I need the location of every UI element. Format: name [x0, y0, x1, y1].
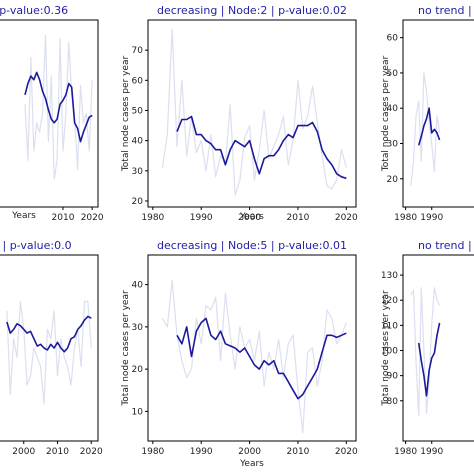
- panel-title: 4 | p-value:0.0: [0, 239, 72, 252]
- y-tick-label: 50: [387, 69, 399, 79]
- panel-title: decreasing | Node:2 | p-value:0.02: [157, 4, 347, 17]
- y-axis-label: Total node cases per year: [121, 56, 131, 173]
- series-line-moving-average: [24, 71, 93, 143]
- y-tick-label: 40: [132, 137, 144, 147]
- y-tick-label: 40: [132, 281, 144, 291]
- y-tick-label: 70: [132, 46, 144, 56]
- y-tick-label: 40: [387, 104, 399, 114]
- series-line-annual: [410, 72, 441, 186]
- y-tick-label: 30: [132, 167, 144, 177]
- y-tick-label: 60: [387, 34, 399, 44]
- panel-title: | p-value:0.36: [0, 4, 68, 17]
- x-tick-label: 1980: [394, 447, 417, 457]
- series-line-moving-average: [417, 322, 441, 397]
- series-line-annual: [6, 300, 92, 405]
- plot-frame: [0, 254, 99, 442]
- y-tick-label: 30: [387, 139, 399, 149]
- panel-title: decreasing | Node:5 | p-value:0.01: [157, 239, 347, 252]
- x-tick-label: 2020: [80, 447, 103, 457]
- y-tick-label: 120: [381, 296, 398, 306]
- y-tick-label: 100: [381, 347, 398, 357]
- x-tick-label: 2000: [12, 447, 35, 457]
- series-line-annual: [161, 279, 347, 434]
- x-tick-label: 1980: [141, 213, 164, 223]
- x-tick-label: 1980: [141, 447, 164, 457]
- y-tick-label: 110: [381, 321, 398, 331]
- panel-title: no trend |: [418, 239, 472, 252]
- plot-frame: [0, 19, 99, 208]
- series-line-moving-average: [6, 315, 92, 353]
- panel-title: no trend |: [418, 4, 472, 17]
- y-tick-label: 60: [132, 76, 144, 86]
- y-tick-label: 130: [381, 271, 398, 281]
- y-tick-label: 20: [132, 365, 144, 375]
- x-axis-label: Years: [239, 212, 264, 222]
- series-line-moving-average: [176, 115, 347, 180]
- x-tick-label: 2000: [238, 447, 261, 457]
- y-tick-label: 20: [132, 197, 144, 207]
- x-tick-label: 1990: [190, 213, 213, 223]
- plot-frame: [402, 254, 474, 442]
- x-tick-label: 1990: [420, 447, 443, 457]
- x-tick-label: 2000: [238, 213, 261, 223]
- x-tick-label: 2020: [335, 447, 358, 457]
- y-tick-label: 90: [387, 372, 399, 382]
- x-tick-label: 2010: [52, 213, 75, 223]
- x-axis-label: Years: [11, 211, 36, 221]
- y-tick-label: 30: [132, 323, 144, 333]
- x-tick-label: 2010: [287, 213, 310, 223]
- y-axis-label: Total node cases per year: [381, 56, 391, 173]
- series-line-annual: [24, 34, 93, 180]
- x-tick-label: 1980: [394, 213, 417, 223]
- series-line-moving-average: [176, 317, 347, 400]
- x-tick-label: 2010: [287, 447, 310, 457]
- x-tick-label: 1990: [190, 447, 213, 457]
- series-line-annual: [161, 28, 347, 196]
- x-tick-label: 2010: [46, 447, 69, 457]
- plot-frame: [147, 254, 357, 442]
- x-tick-label: 1990: [420, 213, 443, 223]
- x-axis-label: Years: [239, 459, 264, 469]
- y-tick-label: 20: [387, 175, 399, 185]
- y-axis-label: Total node cases per year: [381, 290, 391, 407]
- x-tick-label: 2020: [335, 213, 358, 223]
- plot-frame: [402, 19, 474, 208]
- y-tick-label: 50: [132, 106, 144, 116]
- y-tick-label: 80: [387, 397, 399, 407]
- series-line-moving-average: [417, 107, 441, 146]
- y-axis-label: Total node cases per year: [121, 290, 131, 407]
- y-tick-label: 10: [132, 407, 144, 417]
- plot-frame: [147, 19, 357, 208]
- x-tick-label: 2020: [81, 213, 104, 223]
